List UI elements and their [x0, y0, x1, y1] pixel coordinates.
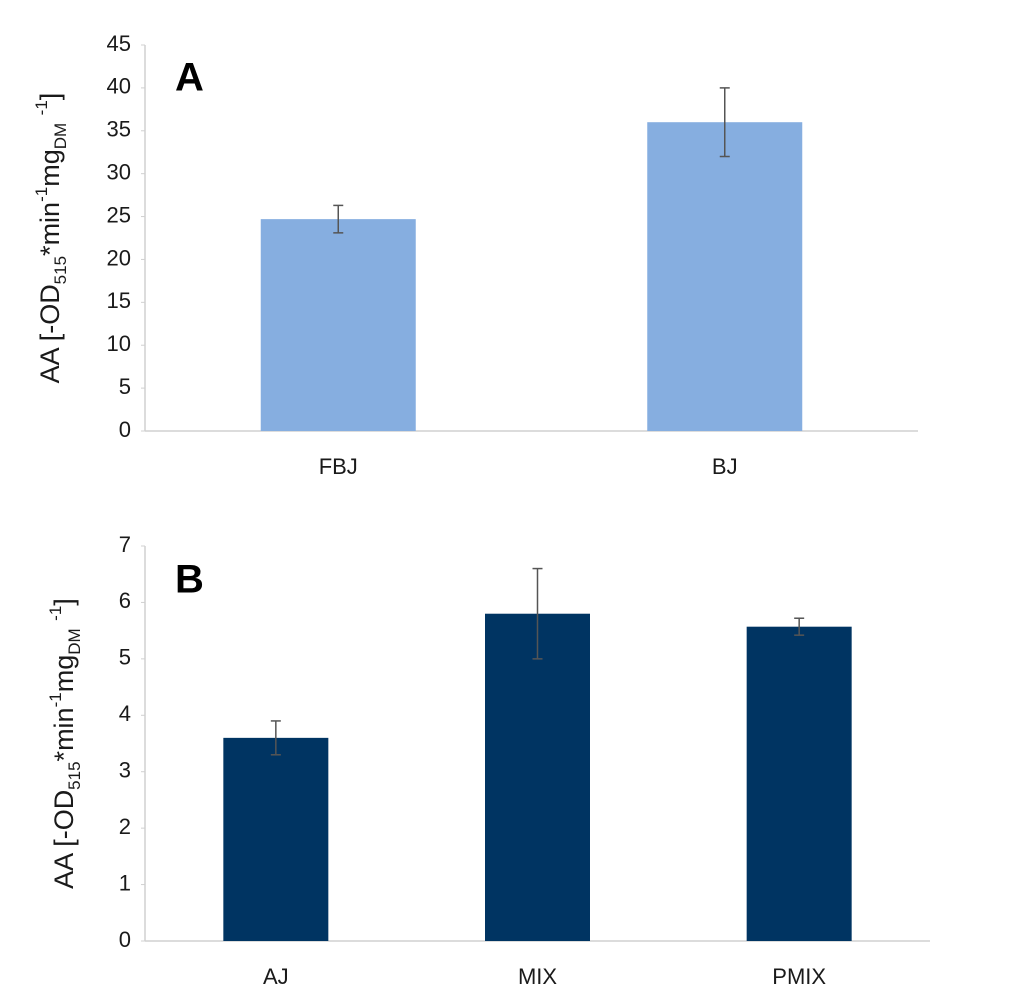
y-axis-label: AA [-OD515*min-1mgDM -1]: [46, 598, 84, 889]
y-axis-label-part: AA [-OD: [35, 284, 65, 383]
y-tick-label: 6: [119, 588, 131, 613]
error-bar: [270, 720, 281, 756]
x-tick-label: FBJ: [319, 454, 358, 479]
y-tick-label: 15: [107, 288, 131, 313]
x-tick-label: PMIX: [772, 964, 826, 989]
y-tick-label: 25: [107, 202, 131, 227]
y-axis-label-part: [35, 115, 65, 123]
y-axis-label-part: 515: [65, 761, 84, 789]
bar: [223, 737, 329, 941]
y-tick-label: 5: [119, 374, 131, 399]
panel-label: A: [175, 56, 204, 100]
error-bar: [719, 87, 730, 158]
y-axis-label-part: DM: [51, 123, 70, 149]
error-bar: [532, 567, 543, 660]
bar: [647, 122, 803, 431]
y-axis-label-part: -1: [32, 187, 51, 202]
bar: [746, 626, 852, 941]
x-tick-label: AJ: [263, 964, 289, 989]
y-tick-label: 45: [107, 31, 131, 56]
y-tick-label: 0: [119, 927, 131, 952]
x-tick-label: BJ: [712, 454, 738, 479]
y-tick-label: 40: [107, 74, 131, 99]
y-tick-label: 3: [119, 758, 131, 783]
y-tick-label: 20: [107, 245, 131, 270]
y-axis-label-part: -1: [46, 692, 65, 707]
y-axis-label-part: *min: [35, 202, 65, 256]
y-axis-label-part: ]: [35, 93, 65, 101]
y-tick-label: 1: [119, 870, 131, 895]
y-axis-label-part: *min: [49, 707, 79, 761]
y-tick-label: 5: [119, 645, 131, 670]
y-axis-label-part: -1: [32, 100, 51, 115]
error-bar: [333, 204, 344, 234]
y-axis-label-part: [49, 621, 79, 629]
y-tick-label: 7: [119, 532, 131, 557]
y-tick-label: 30: [107, 159, 131, 184]
y-axis-label: AA [-OD515*min-1mgDM -1]: [32, 93, 70, 384]
x-tick-label: MIX: [518, 964, 557, 989]
bar: [260, 219, 416, 431]
y-tick-label: 2: [119, 814, 131, 839]
y-tick-label: 35: [107, 117, 131, 142]
y-axis-label-part: -1: [46, 606, 65, 621]
error-bar: [794, 617, 805, 636]
y-axis-label-part: mg: [49, 655, 79, 693]
y-axis-label-part: AA [-OD: [49, 790, 79, 889]
y-tick-label: 0: [119, 417, 131, 442]
y-axis-label-part: 515: [51, 256, 70, 284]
y-axis-label-part: mg: [35, 149, 65, 187]
panel-label: B: [175, 558, 204, 602]
y-tick-label: 4: [119, 701, 131, 726]
bar: [485, 613, 590, 941]
y-axis-label-part: ]: [49, 598, 79, 606]
y-axis-label-part: DM: [65, 628, 84, 654]
y-tick-label: 10: [107, 331, 131, 356]
